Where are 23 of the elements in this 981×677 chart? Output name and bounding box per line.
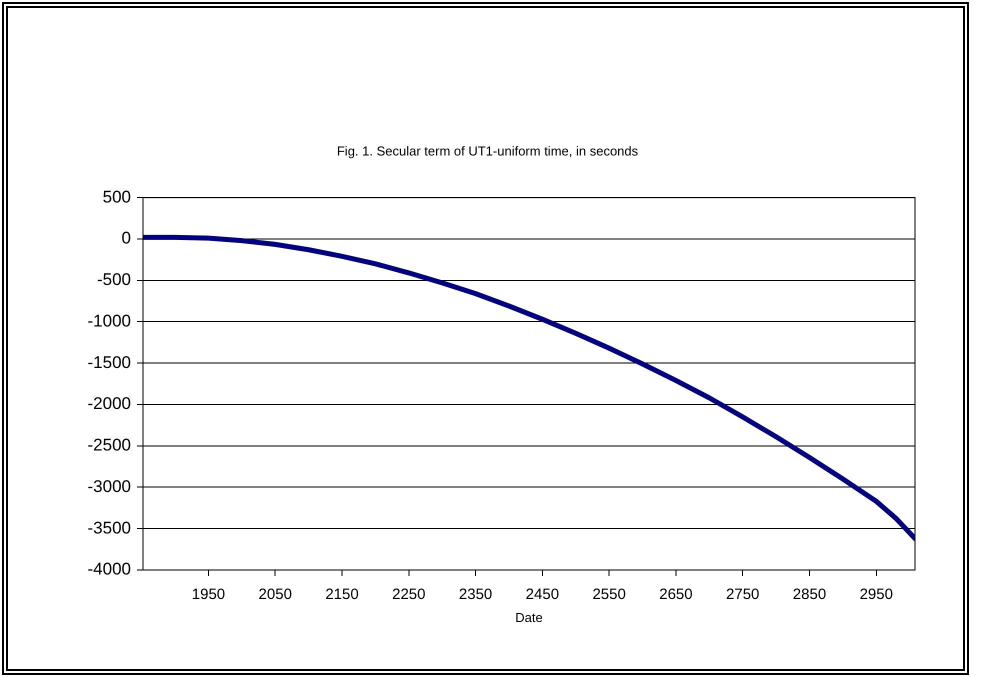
y-tick-label: -3500 xyxy=(88,518,131,538)
x-tick-label: 2050 xyxy=(258,586,292,604)
x-axis-title: Date xyxy=(515,610,543,625)
x-tick-label: 2950 xyxy=(860,586,893,604)
x-tick-label: 2850 xyxy=(792,586,826,604)
x-tick-label: 2450 xyxy=(526,586,560,604)
y-tick-label: -3000 xyxy=(88,476,131,496)
y-tick-label: -1000 xyxy=(88,311,131,330)
y-tick-label: 500 xyxy=(102,187,131,206)
y-tick-label: -2000 xyxy=(88,394,131,414)
y-tick-label: -500 xyxy=(96,270,131,290)
x-tick-label: 2650 xyxy=(659,586,693,604)
y-tick-label: -2500 xyxy=(88,436,131,455)
x-tick-label: 2350 xyxy=(458,586,492,604)
x-tick-label: 2150 xyxy=(325,586,359,604)
y-tick-label: -4000 xyxy=(88,560,131,579)
chart-title: Fig. 1. Secular term of UT1-uniform time, in seconds xyxy=(336,143,639,158)
x-tick-label: 2750 xyxy=(726,586,760,604)
y-tick-label: 0 xyxy=(122,228,131,248)
y-tick-label: -1500 xyxy=(88,352,131,372)
x-tick-label: 2550 xyxy=(592,586,626,604)
x-tick-label: 2250 xyxy=(392,586,426,604)
x-tick-label: 1950 xyxy=(192,586,226,604)
